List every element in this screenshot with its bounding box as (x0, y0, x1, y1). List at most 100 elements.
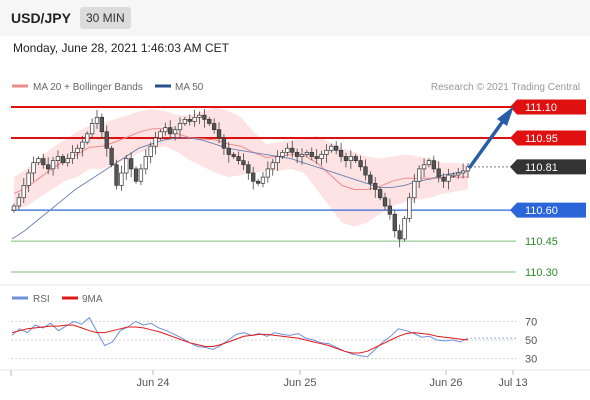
candle-body (41, 158, 46, 166)
candle-body (402, 218, 407, 240)
ma50-line (11, 137, 469, 240)
level-label: 110.95 (525, 133, 558, 145)
rsi-9ma-line (11, 324, 469, 354)
candle-body (202, 114, 207, 120)
candle-body (314, 156, 319, 159)
level-lines-layer: 111.10 110.95 110.81 110.60 110.45 110.30 (11, 99, 586, 279)
candle-body (80, 141, 85, 149)
level-tag (510, 202, 586, 218)
candle-body (168, 127, 173, 135)
candle-body (270, 162, 275, 170)
candle-body (309, 152, 314, 157)
candle-body (177, 123, 183, 131)
x-axis: Jun 24 Jun 25 Jun 26 Jul 13 (10, 370, 528, 389)
candle-body (255, 180, 261, 184)
candle-body (172, 129, 178, 135)
x-tick-label: Jul 13 (498, 377, 527, 389)
bollinger-band (14, 107, 468, 227)
candle-body (226, 147, 231, 155)
legend-ma20-label: MA 20 + Bollinger Bands (33, 82, 143, 93)
candle-body (446, 174, 451, 182)
candle-body (192, 116, 197, 122)
candle-body (119, 172, 124, 186)
ma20-line (13, 128, 468, 195)
candle-body (363, 166, 368, 176)
projection-arrow-shaft (468, 119, 505, 169)
candle-body (133, 168, 139, 182)
legend-9ma-label: 9MA (82, 294, 103, 305)
candle-body (280, 152, 285, 157)
candle-body (426, 160, 432, 166)
candle-body (353, 156, 358, 161)
candle-body (216, 129, 222, 139)
candle-body (187, 119, 192, 122)
candle-body (231, 154, 236, 157)
candle-body (182, 119, 188, 124)
candle-body (11, 205, 17, 211)
candle-body (436, 168, 441, 178)
candle-body (294, 152, 300, 157)
candle-body (246, 164, 251, 174)
candle-body (304, 152, 310, 155)
candle-body (55, 156, 61, 161)
candle-body (290, 147, 295, 153)
candle-body (212, 123, 217, 131)
candle-body (21, 185, 26, 199)
candle-body (163, 127, 168, 133)
candle-body (94, 116, 100, 124)
level-label: 110.45 (525, 236, 558, 248)
candle-body (153, 137, 158, 147)
candle-body (148, 145, 153, 157)
candle-body (319, 154, 324, 159)
candle-body (104, 131, 109, 149)
candle-body (236, 156, 241, 161)
candle-body (158, 131, 163, 139)
rsi-line (11, 316, 469, 358)
candle-body (275, 156, 280, 164)
candle-body (387, 205, 393, 215)
candle-body (46, 164, 51, 170)
candle-body (377, 189, 383, 199)
candle-body (285, 147, 290, 153)
candle-body (456, 172, 461, 176)
bollinger-band-layer (14, 107, 468, 227)
timeframe-button[interactable]: 30 MIN (80, 7, 131, 29)
x-tick-label: Jun 26 (429, 377, 462, 389)
candle-body (338, 149, 344, 157)
candle-body (60, 156, 65, 164)
rsi-tick-label: 50 (525, 335, 537, 347)
candle-body (460, 170, 466, 174)
candle-body (373, 182, 378, 190)
candle-body (324, 149, 329, 155)
credit-text: Research © 2021 Trading Central (431, 82, 580, 93)
candle-body (329, 145, 334, 151)
candle-body (382, 197, 388, 207)
legend-rsi-label: RSI (33, 294, 50, 305)
candle-body (334, 145, 339, 151)
candle-body (465, 166, 471, 172)
candle-body (343, 156, 349, 161)
candle-body (368, 174, 373, 184)
candle-body (124, 158, 129, 174)
projection-arrow-head (497, 106, 514, 126)
candle-body (221, 137, 227, 149)
candle-body (75, 147, 80, 153)
candle-body (207, 119, 212, 124)
symbol-title: USD/JPY (11, 10, 71, 26)
candle-body (129, 158, 134, 170)
level-label: 110.60 (525, 205, 558, 217)
candle-body (421, 164, 427, 170)
top-bar: USD/JPY 30 MIN (0, 0, 590, 36)
timestamp: Monday, June 28, 2021 1:46:03 AM CET (13, 41, 229, 55)
legend-ma50-label: MA 50 (175, 82, 204, 93)
candle-body (31, 162, 36, 174)
level-tag (510, 130, 586, 146)
candle-body (36, 158, 41, 164)
rsi-tick-label: 70 (525, 316, 537, 328)
candle-body (197, 114, 202, 118)
level-tag (510, 159, 586, 175)
candle-body (412, 180, 417, 199)
candle-body (397, 230, 402, 240)
candle-body (417, 168, 422, 182)
